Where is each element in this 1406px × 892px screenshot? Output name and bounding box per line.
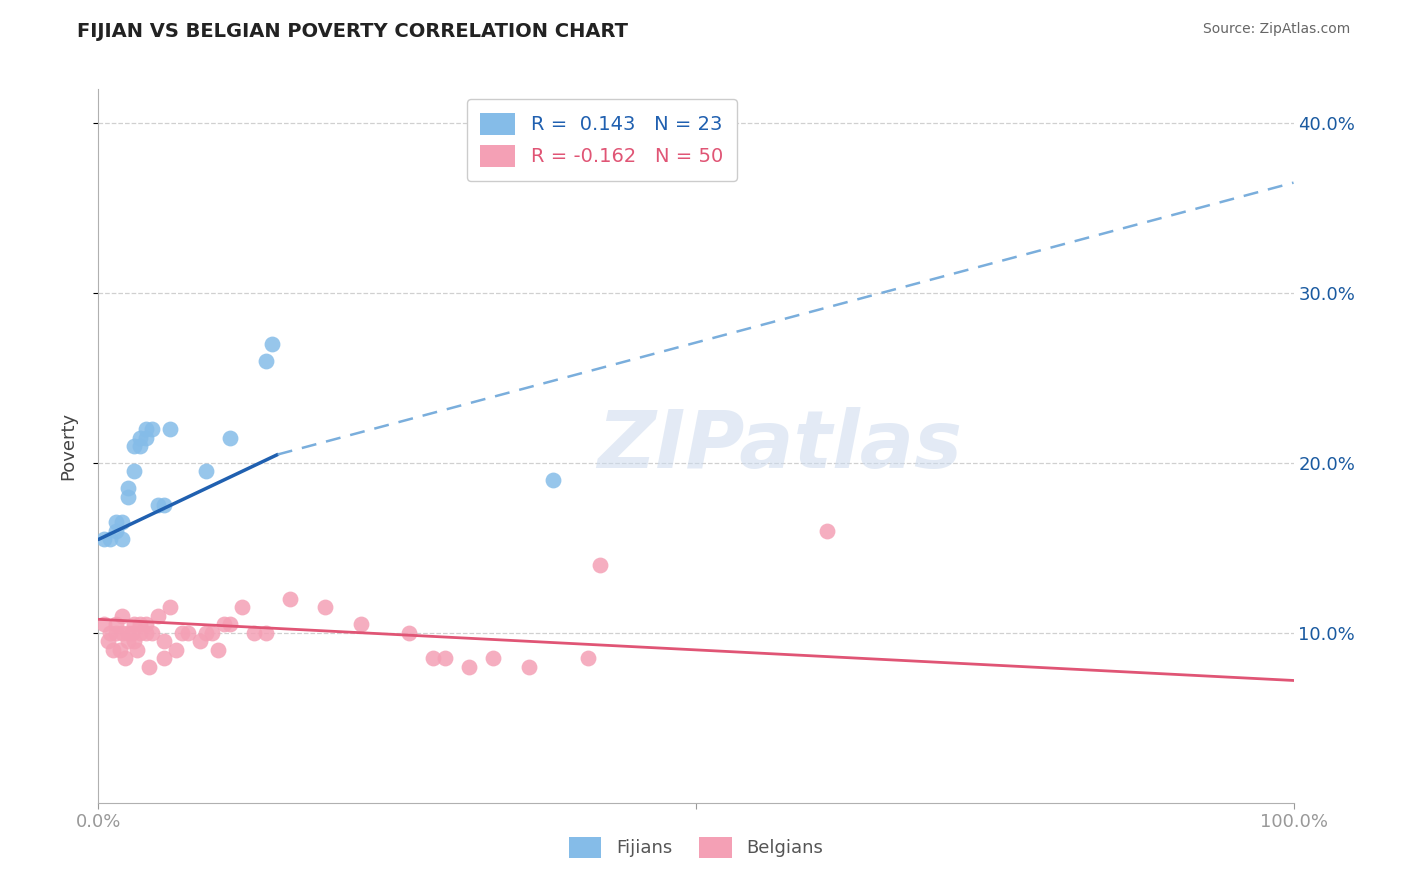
Point bbox=[254, 626, 277, 640]
Point bbox=[517, 660, 540, 674]
Point bbox=[153, 634, 176, 648]
Text: FIJIAN VS BELGIAN POVERTY CORRELATION CHART: FIJIAN VS BELGIAN POVERTY CORRELATION CH… bbox=[77, 22, 628, 41]
Point bbox=[111, 626, 134, 640]
Point bbox=[105, 524, 128, 538]
Point bbox=[153, 499, 176, 513]
Point bbox=[97, 634, 120, 648]
Point bbox=[219, 430, 242, 444]
Point bbox=[135, 626, 157, 640]
Point bbox=[815, 524, 838, 538]
Y-axis label: Poverty: Poverty bbox=[59, 412, 77, 480]
Point bbox=[541, 473, 564, 487]
Point bbox=[195, 465, 218, 479]
Point bbox=[350, 617, 373, 632]
Point bbox=[141, 626, 163, 640]
Point bbox=[254, 354, 277, 368]
Point bbox=[481, 651, 505, 665]
Point bbox=[111, 516, 134, 530]
Text: ZIPatlas: ZIPatlas bbox=[598, 407, 962, 485]
Point bbox=[105, 626, 128, 640]
Point bbox=[138, 660, 160, 674]
Point bbox=[153, 651, 176, 665]
Point bbox=[159, 600, 181, 615]
Point bbox=[165, 643, 187, 657]
Point bbox=[93, 533, 115, 547]
Point bbox=[129, 617, 152, 632]
Point bbox=[98, 533, 122, 547]
Point bbox=[129, 626, 152, 640]
Point bbox=[212, 617, 235, 632]
Point bbox=[458, 660, 481, 674]
Point bbox=[589, 558, 612, 572]
Point bbox=[117, 490, 139, 504]
Point bbox=[219, 617, 242, 632]
Legend: Fijians, Belgians: Fijians, Belgians bbox=[562, 830, 830, 865]
Point bbox=[315, 600, 337, 615]
Point bbox=[125, 643, 148, 657]
Point bbox=[117, 626, 139, 640]
Point bbox=[434, 651, 457, 665]
Point bbox=[129, 439, 152, 453]
Point bbox=[111, 533, 134, 547]
Point bbox=[260, 337, 283, 351]
Point bbox=[278, 591, 301, 606]
Point bbox=[105, 617, 128, 632]
Point bbox=[148, 608, 170, 623]
Point bbox=[124, 465, 146, 479]
Point bbox=[101, 643, 124, 657]
Point bbox=[578, 651, 600, 665]
Point bbox=[243, 626, 266, 640]
Point bbox=[135, 430, 157, 444]
Point bbox=[148, 499, 170, 513]
Point bbox=[207, 643, 229, 657]
Point bbox=[135, 617, 157, 632]
Point bbox=[124, 634, 146, 648]
Point bbox=[422, 651, 444, 665]
Point bbox=[117, 482, 139, 496]
Point bbox=[121, 626, 143, 640]
Point bbox=[124, 617, 146, 632]
Point bbox=[129, 430, 152, 444]
Point bbox=[111, 608, 134, 623]
Point bbox=[231, 600, 253, 615]
Point bbox=[98, 626, 122, 640]
Point bbox=[172, 626, 194, 640]
Point bbox=[135, 422, 157, 436]
Point bbox=[141, 422, 163, 436]
Point bbox=[93, 617, 115, 632]
Point bbox=[188, 634, 211, 648]
Point bbox=[201, 626, 224, 640]
Point bbox=[114, 651, 136, 665]
Text: Source: ZipAtlas.com: Source: ZipAtlas.com bbox=[1202, 22, 1350, 37]
Point bbox=[108, 643, 131, 657]
Point bbox=[117, 634, 139, 648]
Point bbox=[124, 439, 146, 453]
Point bbox=[177, 626, 200, 640]
Point bbox=[159, 422, 181, 436]
Point bbox=[105, 516, 128, 530]
Point bbox=[398, 626, 420, 640]
Point bbox=[195, 626, 218, 640]
